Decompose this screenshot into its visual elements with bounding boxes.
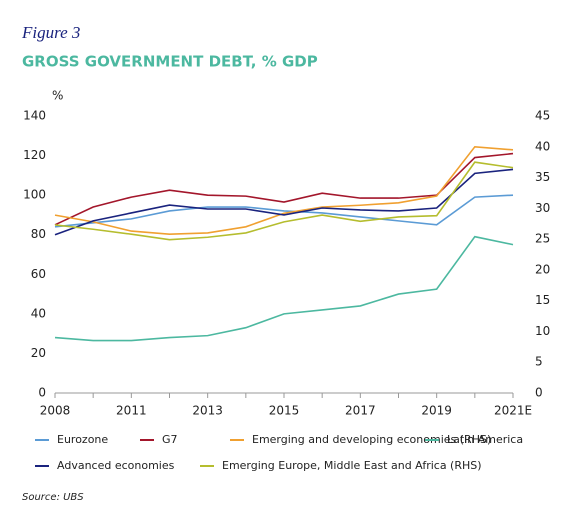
y-tick-label: 60 xyxy=(31,267,46,281)
y-tick-label: 120 xyxy=(23,148,46,162)
legend-label: Emerging Europe, Middle East and Africa … xyxy=(222,459,482,472)
legend-label: Emerging and developing economies (RHS) xyxy=(252,433,491,446)
legend-label: G7 xyxy=(162,433,178,446)
y-tick-label: 20 xyxy=(31,346,46,360)
y-tick-label: 0 xyxy=(38,386,46,400)
line-series xyxy=(54,168,514,236)
y-tick-label: 140 xyxy=(23,109,46,123)
y2-tick-label: 35 xyxy=(535,170,550,184)
legend-label: Eurozone xyxy=(57,433,108,446)
figure-label: Figure 3 xyxy=(21,23,80,42)
y2-tick-label: 15 xyxy=(535,293,550,307)
line-series xyxy=(54,161,514,241)
line-series xyxy=(54,235,514,342)
legend-label: Latin America xyxy=(447,433,523,446)
y-tick-label: 80 xyxy=(31,227,46,241)
x-tick-label: 2015 xyxy=(269,404,300,418)
y2-tick-label: 20 xyxy=(535,262,550,276)
y-axis-label: % xyxy=(52,89,63,103)
y-tick-label: 40 xyxy=(31,306,46,320)
y2-tick-label: 5 xyxy=(535,355,543,369)
y2-tick-label: 45 xyxy=(535,109,550,123)
x-tick-label: 2019 xyxy=(421,404,452,418)
y2-tick-label: 30 xyxy=(535,201,550,215)
chart-title: GROSS GOVERNMENT DEBT, % GDP xyxy=(22,53,318,71)
y2-tick-label: 10 xyxy=(535,324,550,338)
x-tick-label: 2008 xyxy=(40,404,71,418)
y2-tick-label: 40 xyxy=(535,139,550,153)
x-tick-label: 2017 xyxy=(345,404,376,418)
legend-label: Advanced economies xyxy=(57,459,175,472)
x-tick-label: 2021E xyxy=(494,404,532,418)
y2-tick-label: 25 xyxy=(535,232,550,246)
x-tick-label: 2011 xyxy=(116,404,147,418)
y2-tick-label: 0 xyxy=(535,386,543,400)
line-series xyxy=(54,194,514,228)
x-tick-label: 2013 xyxy=(192,404,223,418)
source: Source: UBS xyxy=(22,492,84,503)
line-series xyxy=(54,145,514,235)
y-tick-label: 100 xyxy=(23,188,46,202)
